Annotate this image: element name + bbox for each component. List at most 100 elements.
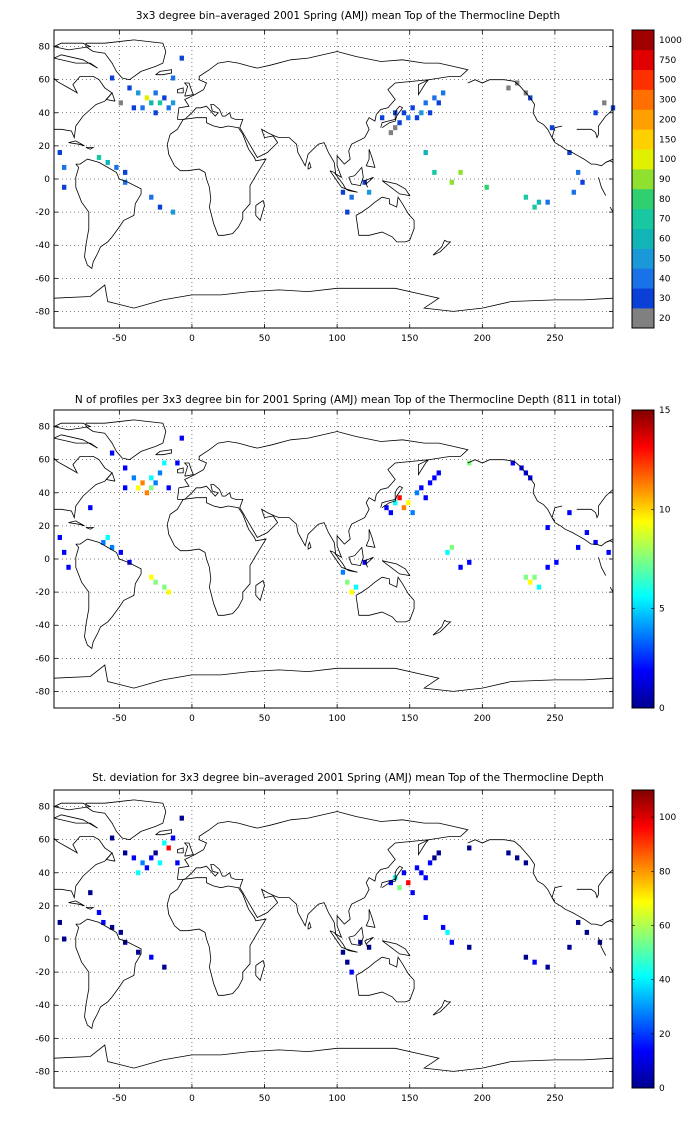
coastline-segment: [183, 82, 194, 97]
data-bin: [105, 534, 110, 540]
colorbar-swatch: [632, 169, 654, 190]
data-bin: [136, 870, 141, 876]
data-bin: [61, 549, 67, 555]
data-bin: [419, 485, 424, 491]
colorbar-frame: [631, 29, 655, 329]
coastline-segment: [53, 814, 98, 829]
coastline-segment: [85, 39, 167, 81]
data-bin: [131, 475, 137, 481]
x-tick-label: 250: [546, 1094, 563, 1104]
colorbar-swatch: [632, 149, 654, 170]
data-bin: [432, 475, 437, 481]
data-bin: [345, 959, 350, 965]
data-bin: [149, 855, 154, 861]
coastline-segment: [355, 196, 415, 243]
y-tick-label: 40: [39, 869, 51, 879]
data-bin: [602, 100, 607, 106]
coastline-segment: [576, 489, 614, 519]
colorbar-label: 10: [659, 505, 671, 515]
x-tick-label: 100: [329, 334, 346, 344]
data-bin: [136, 90, 141, 96]
data-bin: [575, 544, 581, 550]
y-tick-label: 80: [39, 803, 51, 813]
data-bin: [440, 924, 446, 930]
data-bin: [153, 110, 158, 116]
grid: [54, 30, 613, 328]
colorbar-label: 60: [659, 235, 671, 245]
y-tick-label: -60: [35, 1034, 50, 1044]
coastline-segment: [576, 109, 614, 139]
data-bin: [467, 460, 472, 466]
coastline-segment: [467, 79, 614, 167]
data-bin: [340, 569, 346, 575]
data-bin: [449, 939, 455, 945]
data-bin: [397, 120, 402, 126]
data-bin: [549, 125, 555, 131]
data-bin: [349, 969, 354, 975]
data-bin: [66, 564, 71, 570]
colorbar-frame: [631, 789, 655, 1089]
mean-panel: 3x3 degree bin–averaged 2001 Spring (AMJ…: [0, 0, 696, 380]
y-tick-label: -80: [35, 687, 50, 697]
coastline-segment: [355, 956, 415, 1003]
colorbar: 0 20 40 60 80 100: [631, 789, 676, 1094]
coastline-segment: [365, 149, 376, 168]
data-bin: [467, 845, 472, 851]
data-bin: [136, 949, 141, 955]
data-bin: [131, 855, 137, 861]
data-bin: [345, 209, 350, 215]
data-bin: [536, 199, 542, 205]
plot-area: [54, 410, 613, 708]
data-bin: [109, 544, 115, 550]
data-bin: [440, 90, 446, 96]
data-bin: [580, 179, 585, 185]
coastline-segment: [85, 799, 167, 841]
x-tick-label: 50: [259, 714, 271, 724]
coastline-segment: [255, 199, 265, 222]
y-tick-label: 0: [44, 555, 50, 565]
coastline-segment: [255, 579, 265, 602]
data-bin: [467, 944, 472, 950]
data-bin: [406, 500, 411, 506]
coastline-segment: [307, 161, 312, 170]
data-bin: [153, 850, 158, 856]
data-bin: [127, 559, 132, 565]
coastline-segment: [52, 802, 92, 811]
y-tick-label: -60: [35, 274, 50, 284]
data-bin: [362, 559, 367, 565]
data-bin: [96, 910, 102, 915]
coastline-segment: [183, 462, 194, 477]
coastline-segment: [364, 936, 374, 948]
y-tick-label: -40: [35, 1001, 50, 1011]
coastline-segment: [53, 434, 98, 449]
data-bin: [484, 184, 489, 190]
coastline: [52, 419, 614, 692]
x-tick-label: 200: [474, 1094, 491, 1104]
data-bin: [427, 860, 433, 866]
coastline-segment: [75, 538, 142, 650]
coastline-segment: [605, 918, 614, 923]
data-bin: [175, 860, 180, 866]
data-bin: [353, 584, 359, 590]
data-bin: [179, 435, 184, 441]
data-bin: [57, 919, 62, 925]
data-bin: [149, 485, 154, 491]
data-bin: [523, 860, 529, 866]
data-bin: [449, 179, 455, 185]
coastline-segment: [177, 811, 469, 939]
colorbar-swatch: [632, 248, 654, 269]
coastline-segment: [348, 926, 364, 947]
x-tick-label: 50: [259, 334, 271, 344]
y-tick-label: -20: [35, 588, 50, 598]
data-bin: [467, 559, 472, 565]
data-bin: [410, 105, 415, 111]
data-bin: [122, 850, 128, 856]
colorbar-gradient: [632, 790, 654, 1088]
coastline-segment: [166, 877, 267, 996]
data-bin: [157, 100, 163, 106]
data-bin: [166, 105, 171, 111]
mean-map: -50 0 50 100 150 200 250-80-60-40-200204060802…: [35, 29, 682, 344]
data-bin: [144, 95, 150, 101]
colorbar-swatch: [632, 30, 654, 51]
data-bin: [118, 100, 123, 106]
